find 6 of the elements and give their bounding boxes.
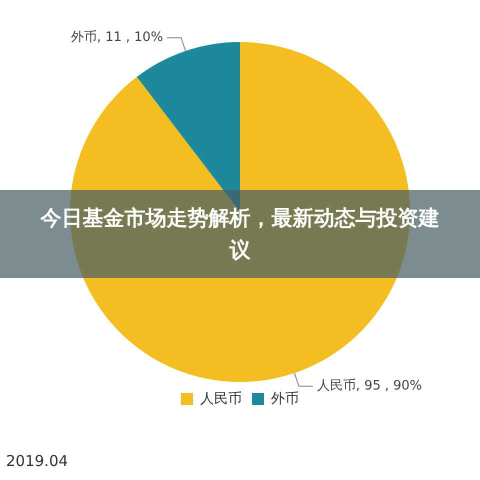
text: 2019.04 — [6, 452, 68, 470]
data-label: 人民币, 95 , 90% — [316, 378, 422, 394]
legend-label: 外币 — [271, 390, 299, 406]
data-label: 外币, 11 , 10% — [70, 30, 164, 46]
legend-label: 人民币 — [200, 390, 242, 406]
text: 今日基金市场走势解析，最新动态与投资建议 — [0, 190, 480, 278]
